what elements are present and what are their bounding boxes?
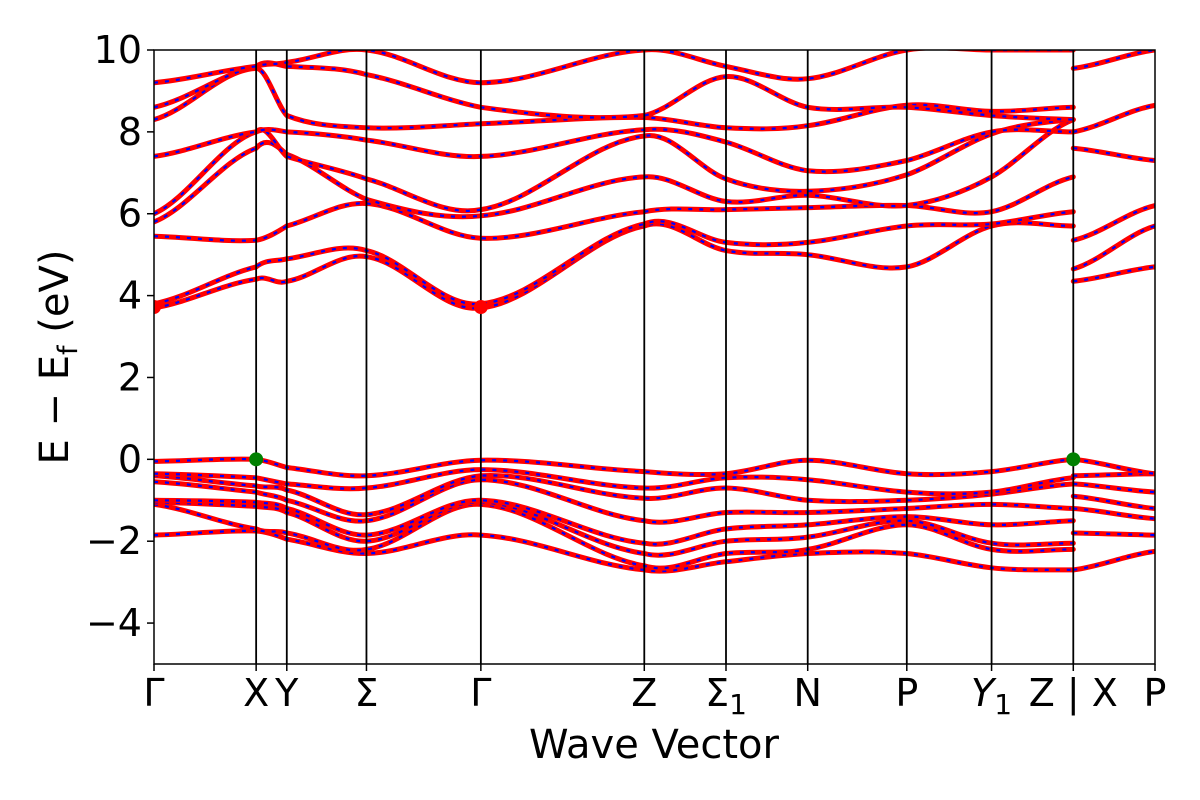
band-line xyxy=(154,50,1076,86)
band-line-dashed-overlay xyxy=(154,118,1074,215)
band-line-segment-2-dashed-overlay xyxy=(1073,104,1155,133)
x-tick-label-main: Y xyxy=(971,671,997,715)
band-line-dashed-overlay xyxy=(154,221,1074,310)
y-tick-label: 10 xyxy=(94,28,142,72)
y-axis-ticks: −4 −2 0 2 4 6 8 10 xyxy=(86,28,154,645)
plot-background xyxy=(154,50,1155,664)
band-edge-markers xyxy=(154,300,1081,467)
x-tick-label-main: N xyxy=(793,671,821,715)
band-line-segment-2 xyxy=(1070,145,1155,163)
x-tick-label: Y xyxy=(274,671,299,715)
y-axis-title: E − Ef (eV) xyxy=(32,250,84,465)
x-tick-label: Σ xyxy=(354,671,378,715)
y-tick-label: −2 xyxy=(86,519,142,563)
band-line-segment-2 xyxy=(1070,493,1155,511)
band-line xyxy=(154,477,1076,525)
x-tick-label: N xyxy=(793,671,821,715)
y-tick-label: −4 xyxy=(86,601,142,645)
band-line-segment-2 xyxy=(1070,264,1155,284)
x-tick-label-main: Y xyxy=(274,671,299,715)
band-line xyxy=(154,472,1076,518)
x-tick-label-main: Γ xyxy=(143,671,164,715)
x-tick-label-sub: 1 xyxy=(994,688,1012,721)
band-line-segment-2-dashed-overlay xyxy=(1073,204,1155,242)
x-tick-label: Y1 xyxy=(971,671,1012,721)
x-tick-label: Z | X xyxy=(1029,671,1118,716)
x-tick-label-main: Γ xyxy=(470,671,491,715)
band-line-segment-2 xyxy=(1070,50,1155,71)
x-tick-label-main: Σ xyxy=(354,671,378,715)
y-tick-label: 4 xyxy=(118,274,142,318)
vbm-marker xyxy=(1066,452,1081,467)
band-line-dashed-overlay xyxy=(154,67,1074,130)
band-line-segment-2 xyxy=(1070,548,1155,573)
y-tick-label: 8 xyxy=(118,110,142,154)
cbm-marker xyxy=(154,300,161,315)
band-line-segment-2 xyxy=(1070,481,1155,495)
x-tick-label: Z xyxy=(631,671,657,715)
band-line-dashed-overlay xyxy=(154,61,1074,121)
x-tick-label-main: Z xyxy=(631,671,657,715)
band-line xyxy=(154,497,1076,547)
cbm-marker xyxy=(473,300,488,315)
vbm-marker xyxy=(249,452,264,467)
x-tick-label: Γ xyxy=(470,671,491,715)
x-tick-label: Σ1 xyxy=(705,671,747,721)
x-axis-title: Wave Vector xyxy=(529,722,780,768)
band-line-dashed-overlay xyxy=(154,529,1074,573)
x-tick-label: X xyxy=(243,671,269,715)
y-tick-label: 0 xyxy=(118,437,142,481)
band-line xyxy=(154,499,1076,558)
x-tick-label: P xyxy=(1144,671,1167,715)
band-line xyxy=(154,174,1076,244)
band-line-segment-2 xyxy=(1070,530,1155,538)
band-line xyxy=(154,209,1076,307)
x-tick-label-main: P xyxy=(1144,671,1167,715)
x-tick-label-main: Z | X xyxy=(1029,671,1118,716)
y-tick-label: 6 xyxy=(118,192,142,236)
high-symmetry-lines xyxy=(255,50,1075,664)
band-line-segment-2 xyxy=(1070,506,1155,522)
x-tick-label-main: X xyxy=(243,671,269,715)
y-axis-title-units: (eV) xyxy=(32,250,78,346)
y-tick-label: 2 xyxy=(118,355,142,399)
band-line-dashed-overlay xyxy=(154,503,1074,570)
y-axis-title-main: E − E xyxy=(32,355,78,465)
x-tick-label: P xyxy=(895,671,918,715)
plot-frame xyxy=(153,49,1156,665)
band-line-segment-2-dashed-overlay xyxy=(1072,224,1155,271)
x-tick-label-sub: 1 xyxy=(729,688,747,721)
x-tick-label-main: Σ xyxy=(705,671,729,715)
x-tick-label: Γ xyxy=(143,671,164,715)
band-line-segment-2 xyxy=(1070,456,1155,477)
x-tick-label-main: P xyxy=(895,671,918,715)
y-axis-title-sub: f xyxy=(53,344,84,355)
